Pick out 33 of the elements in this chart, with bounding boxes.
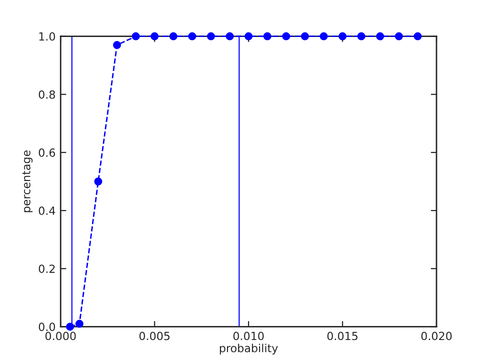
point xyxy=(113,41,121,50)
x-tick-label: 0.005 xyxy=(139,332,170,340)
y-tick-label: 0.6 xyxy=(38,148,56,157)
point xyxy=(206,32,215,40)
point xyxy=(320,32,328,40)
point xyxy=(150,32,159,40)
y-tick-label: 0.4 xyxy=(38,206,56,215)
x-axis-title: probability xyxy=(220,344,278,354)
point xyxy=(188,32,196,40)
x-tick-label: 0.015 xyxy=(327,332,358,340)
point xyxy=(169,32,178,40)
x-tick-label: 0.000 xyxy=(45,332,76,340)
point xyxy=(94,178,102,186)
point xyxy=(376,32,384,40)
point xyxy=(338,32,347,40)
x-tick-label: 0.010 xyxy=(233,332,264,340)
point xyxy=(132,32,140,40)
y-tick-label: 0.8 xyxy=(38,90,56,99)
point xyxy=(66,322,74,331)
y-tick-label: 0.2 xyxy=(38,264,55,273)
y-tick-label: 0.0 xyxy=(38,322,56,332)
point xyxy=(300,32,309,40)
y-axis-title: percentage xyxy=(22,150,33,212)
point xyxy=(75,320,84,328)
point xyxy=(244,32,253,40)
point xyxy=(394,32,403,40)
point xyxy=(282,32,290,40)
point xyxy=(414,32,422,40)
point xyxy=(357,32,366,40)
point xyxy=(226,32,234,40)
point xyxy=(263,32,272,40)
y-tick-label: 1.0 xyxy=(39,32,56,41)
x-tick-label: 0.020 xyxy=(421,332,452,340)
